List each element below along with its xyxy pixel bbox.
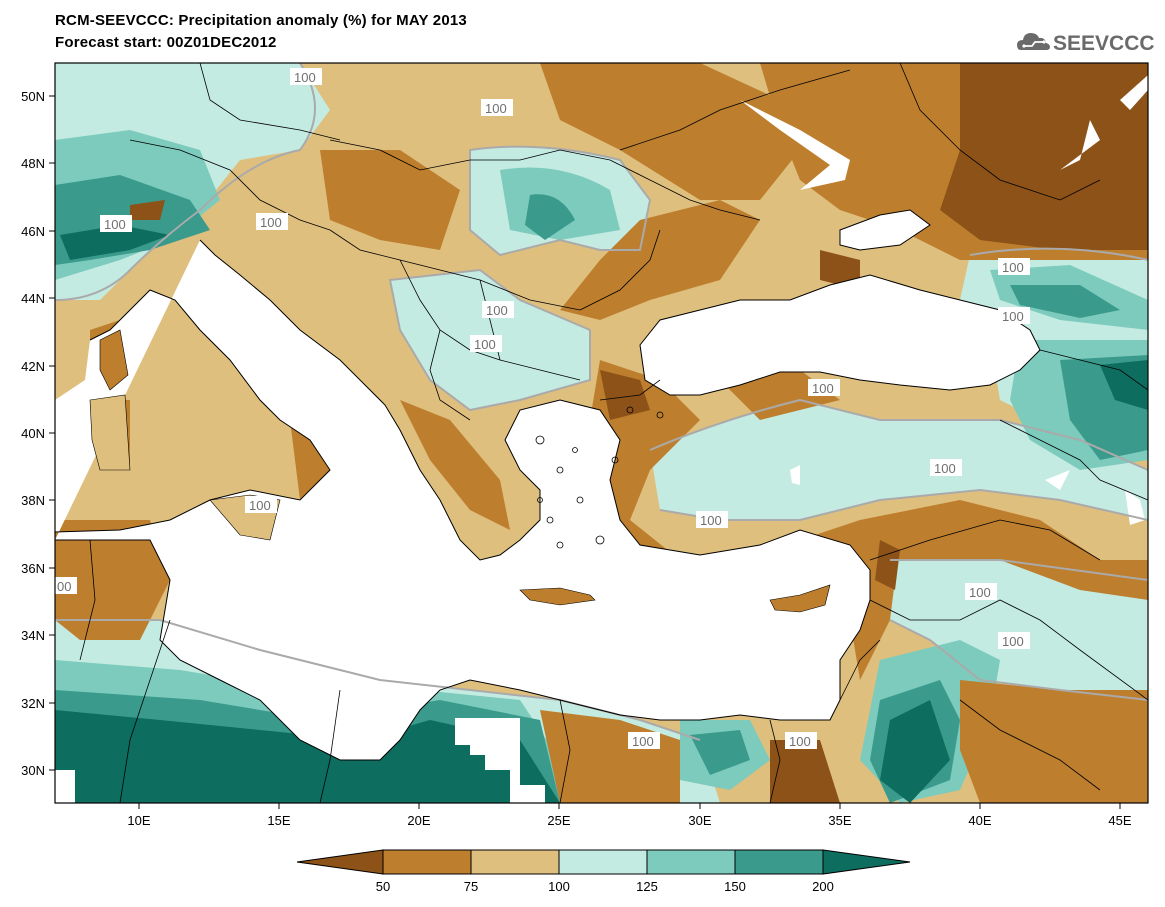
anomaly-region-levant bbox=[890, 560, 1148, 700]
colorbar-segment bbox=[734, 849, 824, 875]
lat-tick-label: 34N bbox=[21, 628, 45, 643]
contour-label: 100 bbox=[998, 632, 1030, 649]
contour-label: 100 bbox=[481, 99, 513, 116]
latitude-axis: 50N 48N 46N 44N 42N 40N 38N 36N 34N 32N … bbox=[21, 89, 55, 778]
lon-tick-label: 10E bbox=[127, 813, 150, 828]
contour-label: 100 bbox=[482, 301, 514, 318]
sardinia-island bbox=[89, 394, 131, 471]
corsica-island bbox=[99, 329, 129, 391]
svg-text:100: 100 bbox=[934, 461, 956, 476]
lon-tick-label: 35E bbox=[828, 813, 851, 828]
contour-label: 100 bbox=[785, 732, 817, 749]
svg-text:100: 100 bbox=[486, 303, 508, 318]
svg-text:100: 100 bbox=[249, 498, 271, 513]
crete-island bbox=[519, 587, 596, 606]
lat-tick-label: 32N bbox=[21, 696, 45, 711]
contour-label: 100 bbox=[100, 215, 132, 232]
lon-tick-label: 25E bbox=[547, 813, 570, 828]
contour-label: 100 bbox=[696, 511, 728, 528]
colorbar-segment bbox=[470, 849, 560, 875]
lon-tick-label: 30E bbox=[688, 813, 711, 828]
svg-text:SEEVCCC: SEEVCCC bbox=[1053, 32, 1155, 55]
svg-text:100: 100 bbox=[789, 734, 811, 749]
colorbar-tick-label: 125 bbox=[636, 879, 658, 894]
lat-tick-label: 30N bbox=[21, 763, 45, 778]
colorbar-segment bbox=[646, 849, 736, 875]
map-title: RCM-SEEVCCC: Precipitation anomaly (%) f… bbox=[55, 12, 467, 29]
lat-tick-label: 38N bbox=[21, 493, 45, 508]
contour-label: 100 bbox=[245, 496, 277, 513]
svg-text:100: 100 bbox=[294, 70, 316, 85]
lat-tick-label: 42N bbox=[21, 359, 45, 374]
contour-label: 00 bbox=[55, 577, 77, 594]
contour-label: 100 bbox=[628, 732, 660, 749]
lon-tick-label: 40E bbox=[968, 813, 991, 828]
forecast-start-subtitle: Forecast start: 00Z01DEC2012 bbox=[55, 34, 277, 51]
svg-text:100: 100 bbox=[474, 337, 496, 352]
contour-label: 100 bbox=[470, 335, 502, 352]
cyprus-island bbox=[769, 584, 831, 613]
svg-text:100: 100 bbox=[632, 734, 654, 749]
lat-tick-label: 36N bbox=[21, 561, 45, 576]
contour-label: 100 bbox=[998, 258, 1030, 275]
svg-text:100: 100 bbox=[1002, 260, 1024, 275]
precipitation-anomaly-field: 100 100 100 100 100 100 100 100 100 100 … bbox=[55, 63, 1148, 803]
contour-label: 100 bbox=[256, 213, 288, 230]
mediterranean-sea bbox=[55, 240, 870, 760]
contour-label: 100 bbox=[998, 307, 1030, 324]
svg-text:100: 100 bbox=[104, 217, 126, 232]
longitude-axis: 10E 15E 20E 25E 30E 35E 40E 45E bbox=[127, 803, 1132, 828]
colorbar-segment bbox=[296, 849, 384, 875]
lon-tick-label: 15E bbox=[267, 813, 290, 828]
svg-text:100: 100 bbox=[260, 215, 282, 230]
anomaly-region-anatolia bbox=[650, 400, 1148, 520]
colorbar-segment bbox=[558, 849, 648, 875]
colorbar-legend: 50 75 100 125 150 200 bbox=[296, 849, 911, 894]
lat-tick-label: 40N bbox=[21, 426, 45, 441]
svg-text:00: 00 bbox=[57, 579, 71, 594]
colorbar-tick-label: 200 bbox=[812, 879, 834, 894]
colorbar-segment bbox=[382, 849, 472, 875]
svg-text:100: 100 bbox=[700, 513, 722, 528]
contour-label: 100 bbox=[930, 459, 962, 476]
lon-tick-label: 20E bbox=[407, 813, 430, 828]
colorbar-segment bbox=[822, 849, 911, 875]
contour-label: 100 bbox=[965, 583, 997, 600]
svg-text:100: 100 bbox=[1002, 634, 1024, 649]
contour-label: 100 bbox=[808, 379, 840, 396]
colorbar-tick-label: 50 bbox=[376, 879, 390, 894]
missing-data-block bbox=[455, 718, 545, 803]
colorbar-tick-label: 75 bbox=[464, 879, 478, 894]
anomaly-region-dry-hungary bbox=[320, 150, 460, 250]
lat-tick-label: 50N bbox=[21, 89, 45, 104]
contour-label: 100 bbox=[290, 68, 322, 85]
svg-text:100: 100 bbox=[812, 381, 834, 396]
lat-tick-label: 48N bbox=[21, 156, 45, 171]
lat-tick-label: 44N bbox=[21, 291, 45, 306]
colorbar-tick-label: 100 bbox=[548, 879, 570, 894]
svg-text:100: 100 bbox=[485, 101, 507, 116]
black-sea bbox=[640, 275, 1040, 395]
contour-labels: 100 100 100 100 100 100 100 100 100 100 … bbox=[55, 68, 1030, 749]
lon-tick-label: 45E bbox=[1108, 813, 1131, 828]
svg-text:100: 100 bbox=[1002, 309, 1024, 324]
lat-tick-label: 46N bbox=[21, 224, 45, 239]
seevccc-logo: SEEVCCC bbox=[1017, 32, 1155, 55]
cloud-icon bbox=[1017, 33, 1050, 50]
svg-text:100: 100 bbox=[969, 585, 991, 600]
colorbar-tick-label: 150 bbox=[724, 879, 746, 894]
